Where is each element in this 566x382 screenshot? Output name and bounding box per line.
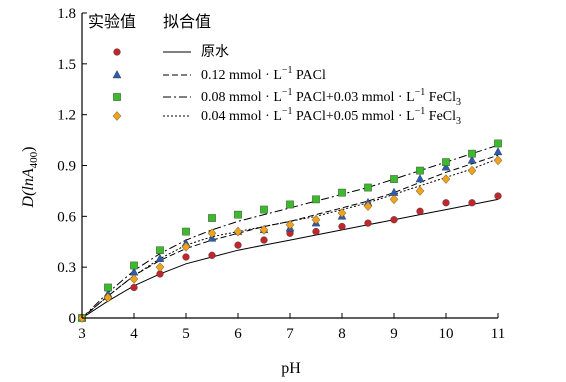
fit-line-pacl-fecl3-a [81,144,499,319]
legend-marker-pacl [112,70,122,79]
point-pacl [467,155,477,164]
point-pacl-fecl3-a [442,158,450,166]
point-pacl-fecl3-b [363,201,373,211]
x-axis-title: pH [281,360,301,377]
point-pacl-fecl3-b [155,262,165,272]
point-raw-water [208,251,216,259]
point-pacl-fecl3-a [416,166,424,175]
point-pacl-fecl3-a [312,195,320,204]
y-axis-title-sub: 400 [28,151,40,168]
fit-line-pacl [81,154,499,319]
point-pacl-fecl3-a [468,149,476,158]
point-pacl-fecl3-a [364,183,372,192]
data-markers [77,139,503,323]
point-pacl-fecl3-b [493,155,503,166]
legend-label-raw-water: 原水 [201,44,229,60]
point-pacl [415,174,425,183]
axes: 3 4 5 6 7 8 9 10 11 0 0.3 0.6 0.9 1.2 1.5 1.8 [57,6,505,342]
legend-header-fitted: 拟合值 [163,12,211,31]
legend-header-measured: 实验值 [88,12,136,31]
legend-label-pacl-fecl3-a: 0.08 mmol · L−1 PACl+0.03 mmol · L−1 FeC… [201,87,461,108]
point-pacl-fecl3-b [467,165,477,176]
y-axis-title-main: D(ln [20,178,37,208]
point-pacl-fecl3-a [182,227,190,236]
y-axis-title-var: A [20,168,37,179]
y-tick-label: 1.5 [57,57,76,73]
y-tick-label: 1.2 [57,108,76,124]
legend-lines [163,51,191,117]
point-pacl-fecl3-a [286,200,294,209]
point-pacl-fecl3-b [389,194,399,205]
legend: 实验值 拟合值 原水 0.12 mmol · L−1 PACl 0.08 mmo… [88,12,461,127]
x-tick-label: 10 [439,326,454,342]
point-pacl-fecl3-b [103,292,113,303]
point-pacl-fecl3-a [234,210,242,219]
point-pacl-fecl3-a [156,246,164,255]
point-pacl-fecl3-b [311,214,321,225]
legend-markers [112,48,122,121]
legend-marker-pacl-fecl3-b [112,111,122,121]
point-pacl [441,162,451,171]
point-pacl [493,147,503,156]
y-tick-label: 0.6 [57,209,76,225]
point-pacl-fecl3-b [285,220,295,230]
point-pacl-fecl3-b [259,225,269,235]
point-pacl-fecl3-a [104,283,112,292]
x-tick-label: 4 [130,326,138,342]
point-pacl-fecl3-a [208,214,216,222]
point-pacl-fecl3-b [233,226,243,237]
point-raw-water [260,236,268,244]
x-tick-label: 5 [182,326,190,342]
x-tick-label: 11 [491,326,505,342]
legend-marker-raw-water [113,48,121,56]
x-tick-label: 7 [286,326,294,342]
point-pacl [155,253,165,262]
point-raw-water [338,222,346,231]
point-raw-water [468,199,476,207]
legend-label-pacl: 0.12 mmol · L−1 PACl [201,65,326,83]
y-tick-label: 0.3 [57,260,76,276]
x-tick-label: 9 [390,326,398,342]
point-raw-water [442,199,450,207]
point-pacl-fecl3-a [390,175,398,183]
point-pacl-fecl3-a [130,261,138,270]
point-raw-water [234,241,242,249]
point-raw-water [364,219,372,227]
point-pacl-fecl3-b [415,186,425,196]
fit-lines [81,144,499,319]
point-pacl-fecl3-b [181,242,191,252]
point-raw-water [130,283,138,292]
point-pacl-fecl3-a [338,188,346,197]
legend-marker-pacl-fecl3-a [113,93,121,101]
point-raw-water [416,207,424,215]
point-pacl-fecl3-a [494,139,502,148]
point-raw-water [494,192,502,200]
svg-text:D(lnA400): D(lnA400) [20,147,40,209]
y-tick-label: 0.9 [57,159,76,175]
point-raw-water [312,227,320,236]
y-axis-title-close: ) [20,147,37,152]
point-pacl-fecl3-b [129,274,139,284]
legend-label-pacl-fecl3-b: 0.04 mmol · L−1 PACl+0.05 mmol · L−1 FeC… [201,106,461,127]
point-pacl-fecl3-b [441,174,451,184]
fit-line-raw-water [81,198,499,319]
point-raw-water [182,253,190,261]
y-axis-title: D(lnA400) [20,147,40,209]
y-tick-label: 0 [69,311,77,327]
point-pacl-fecl3-b [207,228,217,239]
y-tick-label: 1.8 [57,6,76,22]
x-tick-label: 3 [78,326,86,342]
fit-line-pacl-fecl3-b [81,158,499,319]
point-pacl-fecl3-b [337,208,347,218]
x-tick-label: 6 [234,326,242,342]
point-raw-water [390,216,398,224]
point-pacl-fecl3-a [260,205,268,214]
x-tick-label: 8 [338,326,346,342]
